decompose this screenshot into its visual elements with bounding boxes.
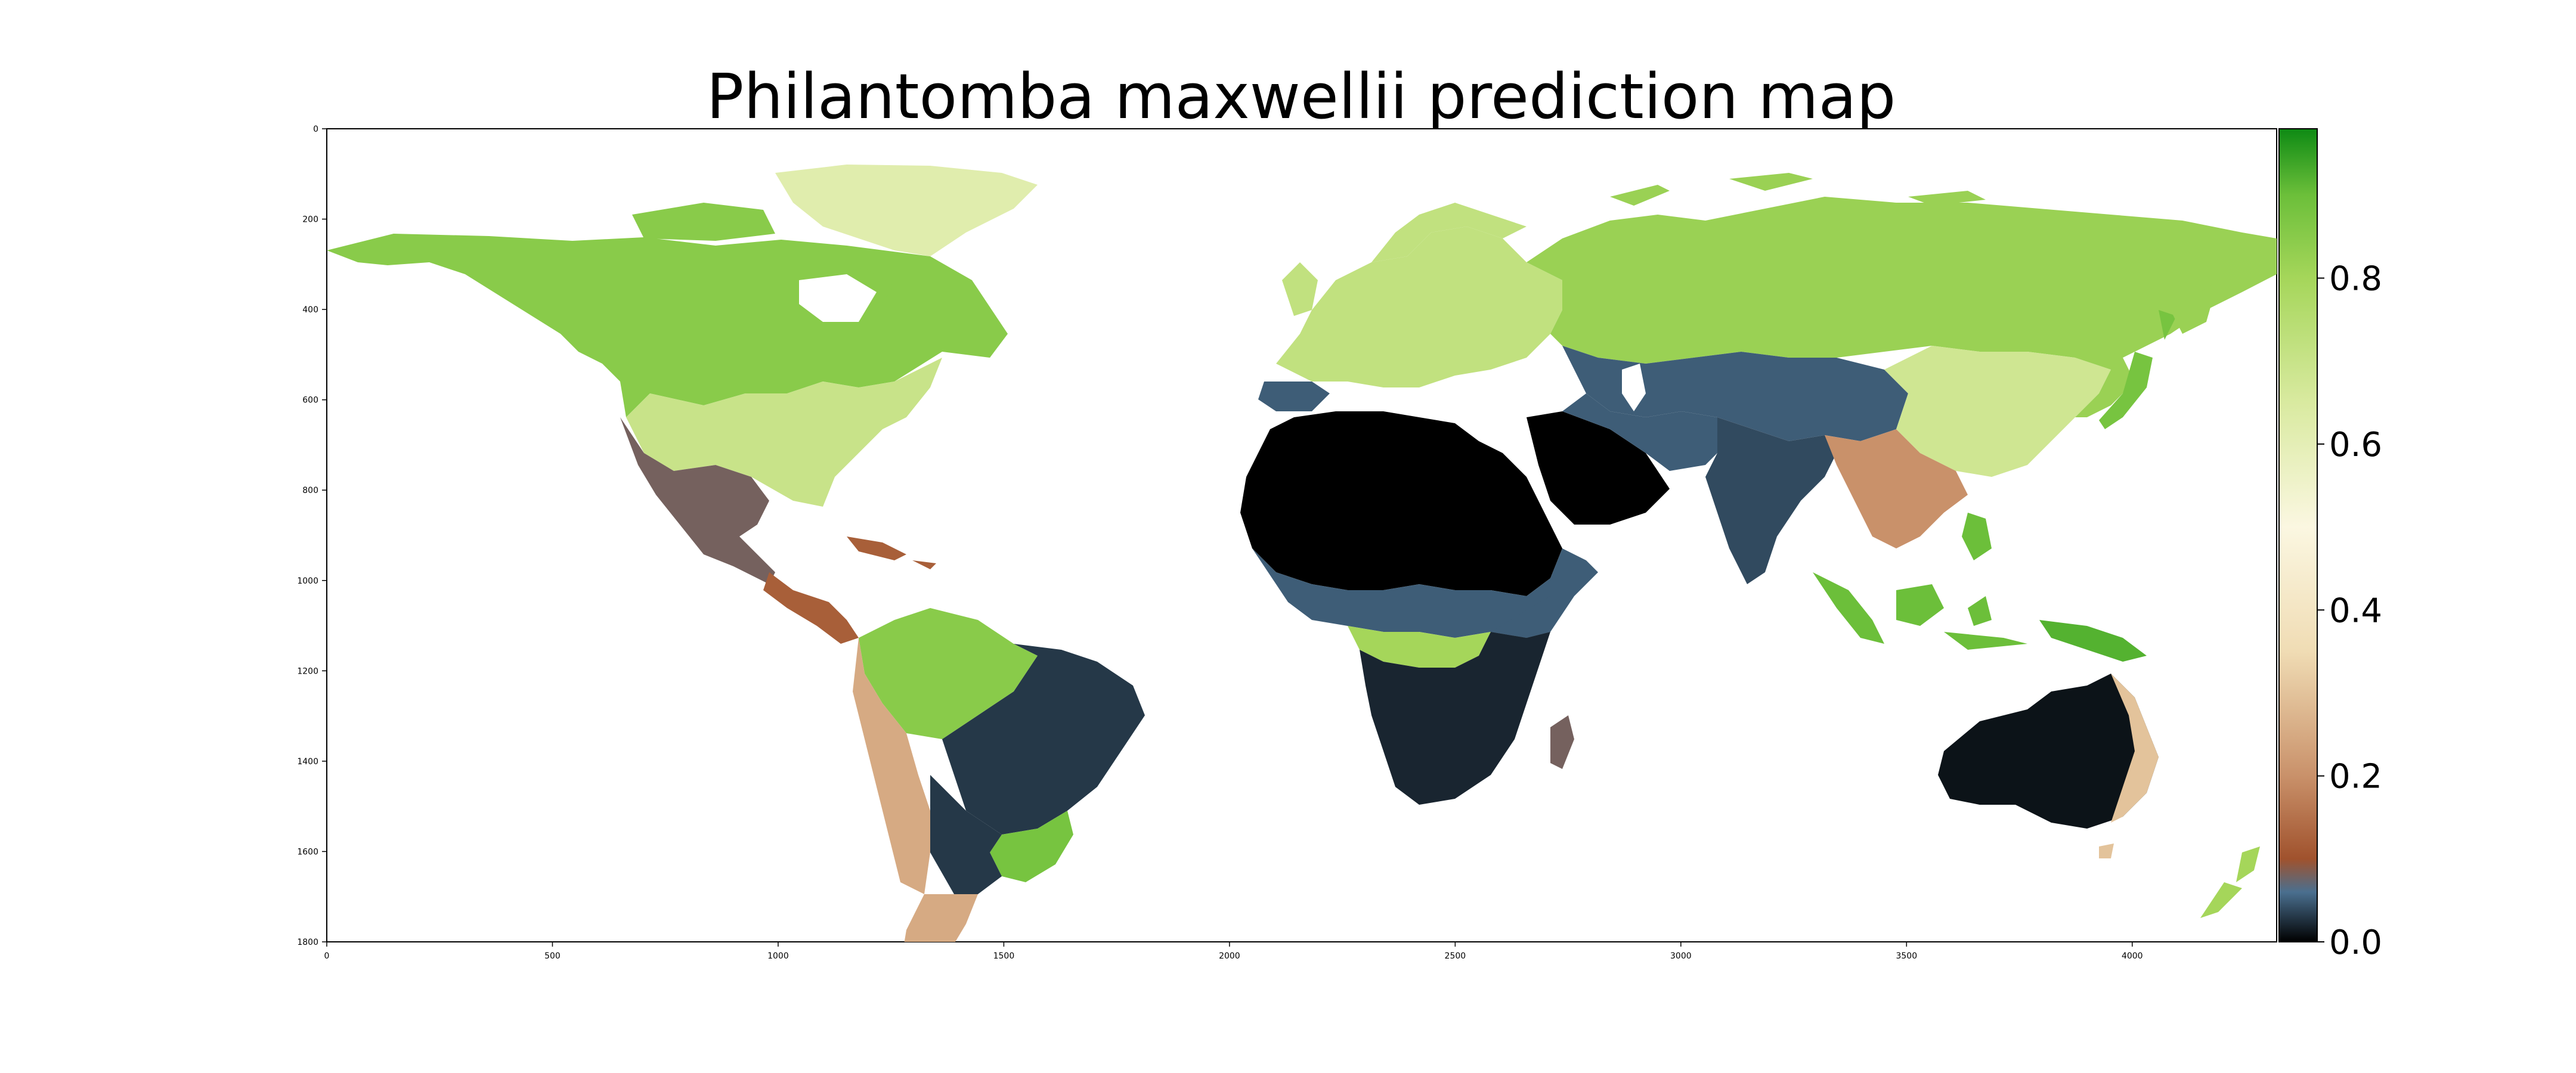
region-southern-africa: [1360, 632, 1550, 805]
x-tick-label: 1000: [767, 951, 789, 961]
region-gran-chaco: [930, 775, 1002, 894]
y-tick-label: 400: [302, 305, 318, 315]
region-kamchatka: [2171, 280, 2218, 334]
y-tick-label: 1400: [297, 757, 318, 767]
region-australia-east: [2111, 674, 2159, 823]
region-central-africa: [1252, 548, 1574, 638]
figure-title: Philantomba maxwellii prediction map: [707, 60, 1896, 133]
region-iberia: [1258, 382, 1330, 411]
x-tick-label: 3500: [1896, 951, 1917, 961]
region-central-america: [763, 572, 859, 644]
x-axis-ticks: 0 500 1000 1500 2000 2500 3000 3500 4000: [324, 942, 2143, 961]
region-indonesia: [1813, 572, 2027, 650]
region-patagonia: [904, 894, 978, 942]
region-south-america-east: [942, 644, 1145, 835]
map-axes: 0 500 1000 1500 2000 2500 3000 3500 4000 0 200 400…: [297, 125, 2277, 961]
y-tick-label: 1800: [297, 938, 318, 947]
region-mexico: [620, 417, 775, 584]
region-china: [1884, 346, 2111, 477]
region-hudson-bay: [799, 274, 877, 322]
region-caspian: [1622, 364, 1646, 411]
region-new-zealand: [2200, 846, 2260, 918]
region-new-guinea: [2039, 620, 2147, 662]
region-scandinavia: [1371, 203, 1527, 262]
x-tick-label: 0: [324, 951, 330, 961]
colorbar-tick-label: 0.0: [2329, 923, 2382, 962]
region-madagascar: [1550, 715, 1574, 769]
y-tick-label: 800: [302, 486, 318, 495]
region-japan: [2099, 310, 2176, 429]
region-philippines: [1962, 513, 1992, 560]
region-central-asia: [1562, 346, 1908, 441]
y-tick-label: 1200: [297, 666, 318, 676]
region-amazon: [859, 608, 1038, 739]
colorbar-tick-label: 0.8: [2329, 260, 2382, 299]
y-axis-ticks: 0 200 400 600 800 1000 1200 1400 1600 1800: [297, 125, 327, 947]
region-north-america-east: [626, 358, 942, 507]
region-india: [1705, 417, 1837, 584]
region-arabia: [1527, 411, 1670, 525]
region-siberia: [1527, 197, 2277, 364]
y-tick-label: 600: [302, 396, 318, 405]
colorbar-tick-label: 0.4: [2329, 591, 2382, 630]
region-greenland: [775, 165, 1038, 256]
region-tasmania: [2099, 843, 2114, 858]
x-tick-label: 4000: [2122, 951, 2143, 961]
region-east-africa: [1491, 548, 1598, 638]
region-caribbean: [847, 536, 936, 569]
y-tick-label: 1000: [297, 576, 318, 586]
colorbar-gradient: [2278, 128, 2318, 942]
region-arctic-islands: [1610, 173, 1986, 206]
colorbar-tick-label: 0.6: [2329, 426, 2382, 464]
region-southeast-asia: [1825, 429, 1968, 548]
region-southern-brazil: [990, 811, 1073, 882]
colorbar-tick-label: 0.2: [2329, 758, 2382, 796]
region-australia: [1938, 674, 2159, 829]
colorbar-ticks: 0.0 0.2 0.4 0.6 0.8: [2317, 260, 2382, 962]
x-tick-label: 2000: [1219, 951, 1240, 961]
colorbar: 0.0 0.2 0.4 0.6 0.8: [2278, 128, 2382, 962]
y-tick-label: 200: [302, 215, 318, 225]
region-andes: [853, 638, 930, 894]
y-tick-label: 0: [313, 125, 318, 134]
region-uk: [1282, 262, 1318, 316]
region-korea-manchuria: [2075, 358, 2135, 417]
y-tick-label: 1600: [297, 847, 318, 857]
x-tick-label: 1500: [993, 951, 1015, 961]
x-tick-label: 500: [544, 951, 561, 961]
region-congo-basin: [1348, 626, 1491, 668]
region-iran: [1562, 393, 1729, 471]
region-europe: [1276, 227, 1562, 387]
map-raster: [327, 165, 2277, 942]
x-tick-label: 2500: [1445, 951, 1466, 961]
region-north-africa: [1240, 411, 1562, 596]
x-tick-label: 3000: [1670, 951, 1692, 961]
